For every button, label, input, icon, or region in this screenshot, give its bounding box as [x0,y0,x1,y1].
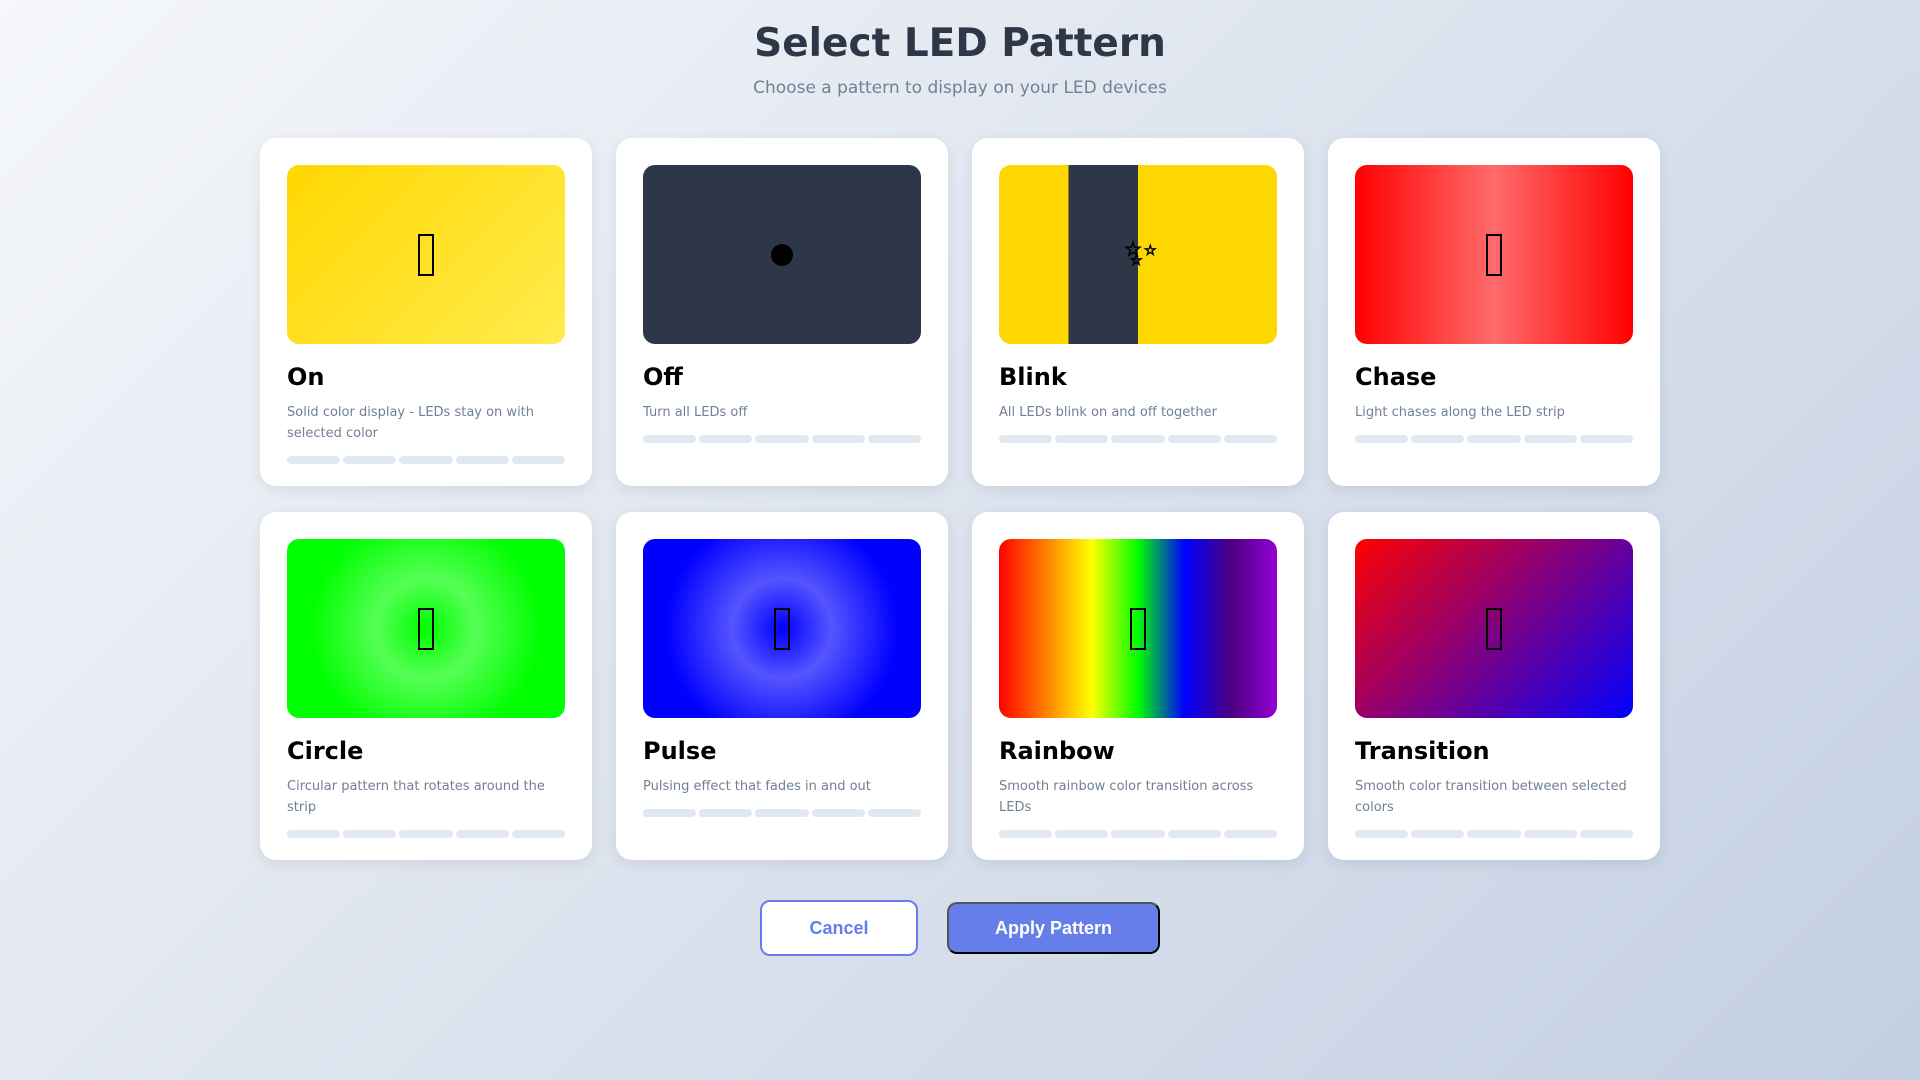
pattern-preview [1355,539,1633,718]
speed-bar-segment [1579,830,1634,838]
speed-bar-segment [999,435,1053,443]
speed-bar-segment [1411,830,1465,838]
pattern-card-off[interactable]: Off Turn all LEDs off [616,138,948,486]
speed-bar-segment [643,809,697,817]
pattern-name: Off [643,363,683,391]
speed-bar-segment [699,809,753,817]
speed-bar-segment [1167,830,1221,838]
pattern-card-on[interactable]: On Solid color display - LEDs stay on wit… [260,138,592,486]
pattern-bars [643,435,922,443]
missing-glyph-icon [1486,607,1502,650]
pattern-card-rainbow[interactable]: Rainbow Smooth rainbow color transition a… [972,512,1304,860]
pattern-preview [643,539,921,718]
speed-bar-segment [755,435,809,443]
speed-bar-segment [455,830,509,838]
pattern-bars [287,456,566,464]
speed-bar-segment [343,830,397,838]
pattern-name: Blink [999,363,1067,391]
speed-bar-segment [287,830,341,838]
page-title: Select LED Pattern [754,21,1166,66]
pattern-description: Smooth color transition between selected… [1355,779,1627,815]
speed-bar-segment [511,830,566,838]
pattern-preview [643,165,921,344]
missing-glyph-icon [774,607,790,650]
speed-bar-segment [1467,830,1521,838]
pattern-description: Pulsing effect that fades in and out [643,779,871,794]
pattern-description: Solid color display - LEDs stay on with … [287,405,535,441]
speed-bar-segment [1411,435,1465,443]
speed-bar-segment [699,435,753,443]
pattern-name: Transition [1355,737,1490,765]
pattern-name: Circle [287,737,364,765]
pattern-preview [287,539,565,718]
speed-bar-segment [399,830,453,838]
missing-glyph-icon [1486,233,1502,276]
missing-glyph-icon [1130,607,1146,650]
speed-bar-segment [1167,435,1221,443]
speed-bar-segment [1223,830,1278,838]
speed-bar-segment [1523,830,1577,838]
pattern-name: Pulse [643,737,717,765]
speed-bar-segment [511,456,566,464]
speed-bar-segment [1111,830,1165,838]
pattern-bars [1355,435,1634,443]
speed-bar-segment [811,435,865,443]
pattern-name: Rainbow [999,737,1115,765]
cancel-button[interactable]: Cancel [760,900,918,956]
pattern-bars [1355,830,1634,838]
speed-bar-segment [343,456,397,464]
speed-bar-segment [399,456,453,464]
pattern-card-transition[interactable]: Transition Smooth color transition betwee… [1328,512,1660,860]
sparkles-icon: ☆ ☆ ☆ [1124,236,1158,269]
missing-glyph-icon [418,607,434,650]
pattern-preview [999,539,1277,718]
pattern-description: Light chases along the LED strip [1355,405,1565,420]
pattern-bars [643,809,922,817]
pattern-card-blink[interactable]: ☆ ☆ ☆ Blink All LEDs blink on and off togeth… [972,138,1304,486]
speed-bar-segment [1111,435,1165,443]
pattern-name: Chase [1355,363,1437,391]
pattern-name: On [287,363,325,391]
pattern-description: All LEDs blink on and off together [999,405,1217,420]
speed-bar-segment [755,809,809,817]
pattern-preview [1355,165,1633,344]
missing-glyph-icon [418,233,434,276]
speed-bar-segment [999,830,1053,838]
page-subtitle: Choose a pattern to display on your LED … [753,78,1167,98]
speed-bar-segment [1355,830,1409,838]
speed-bar-segment [1579,435,1634,443]
pattern-preview: ☆ ☆ ☆ [999,165,1277,344]
pattern-card-circle[interactable]: Circle Circular pattern that rotates arou… [260,512,592,860]
pattern-description: Smooth rainbow color transition across L… [999,779,1254,815]
speed-bar-segment [1355,435,1409,443]
speed-bar-segment [1523,435,1577,443]
speed-bar-segment [455,456,509,464]
speed-bar-segment [287,456,341,464]
speed-bar-segment [1055,435,1109,443]
speed-bar-segment [1223,435,1278,443]
pattern-bars [999,435,1278,443]
pattern-grid: On Solid color display - LEDs stay on wit… [260,138,1660,860]
speed-bar-segment [867,809,922,817]
speed-bar-segment [1467,435,1521,443]
header: Select LED Pattern Choose a pattern to d… [0,18,1920,98]
speed-bar-segment [1055,830,1109,838]
pattern-card-chase[interactable]: Chase Light chases along the LED strip [1328,138,1660,486]
pattern-bars [999,830,1278,838]
apply-pattern-button[interactable]: Apply Pattern [947,902,1160,954]
black-circle-icon [771,243,793,266]
speed-bar-segment [867,435,922,443]
pattern-description: Circular pattern that rotates around the… [287,779,545,815]
speed-bar-segment [643,435,697,443]
speed-bar-segment [811,809,865,817]
pattern-description: Turn all LEDs off [643,405,748,420]
pattern-card-pulse[interactable]: Pulse Pulsing effect that fades in and ou… [616,512,948,860]
pattern-bars [287,830,566,838]
pattern-preview [287,165,565,344]
